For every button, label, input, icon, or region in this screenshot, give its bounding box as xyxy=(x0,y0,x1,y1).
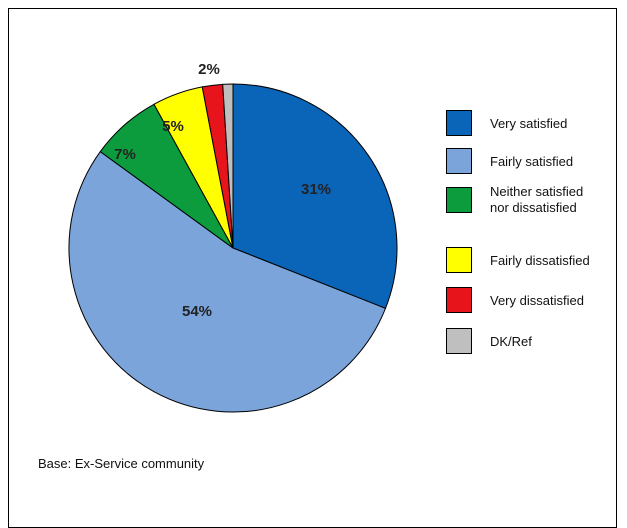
legend-item-very-dissatisfied: Very dissatisfied xyxy=(446,287,606,317)
legend-swatch xyxy=(446,287,472,313)
legend-item-dk-ref: DK/Ref xyxy=(446,328,606,358)
legend-swatch xyxy=(446,187,472,213)
slice-label-3: 5% xyxy=(162,118,184,135)
legend-swatch xyxy=(446,148,472,174)
base-footnote: Base: Ex-Service community xyxy=(38,456,205,471)
legend-swatch xyxy=(446,247,472,273)
legend-swatch xyxy=(446,110,472,136)
legend-label: Fairly dissatisfied xyxy=(490,253,590,268)
legend-item-fairly-satisfied: Fairly satisfied xyxy=(446,148,606,178)
legend-label: Very satisfied xyxy=(490,116,568,131)
pie-slice-0 xyxy=(232,83,398,310)
legend-label: Neither satisfied nor dissatisfied xyxy=(490,184,584,215)
legend-label: DK/Ref xyxy=(490,334,532,349)
slice-label-0: 31% xyxy=(301,181,331,198)
slice-label-2: 7% xyxy=(114,146,136,163)
legend-swatch xyxy=(446,328,472,354)
legend-item-neither: Neither satisfied nor dissatisfied xyxy=(446,184,606,217)
pie-slice-1 xyxy=(68,150,387,413)
legend-label: Fairly satisfied xyxy=(490,154,574,169)
slice-label-5: 2% xyxy=(198,61,220,78)
legend-item-fairly-dissatisfied: Fairly dissatisfied xyxy=(446,247,606,277)
pie-slice-5 xyxy=(222,83,234,249)
legend-label: Very dissatisfied xyxy=(490,293,584,308)
slice-label-1: 54% xyxy=(182,303,212,320)
legend-item-very-satisfied: Very satisfied xyxy=(446,110,606,140)
